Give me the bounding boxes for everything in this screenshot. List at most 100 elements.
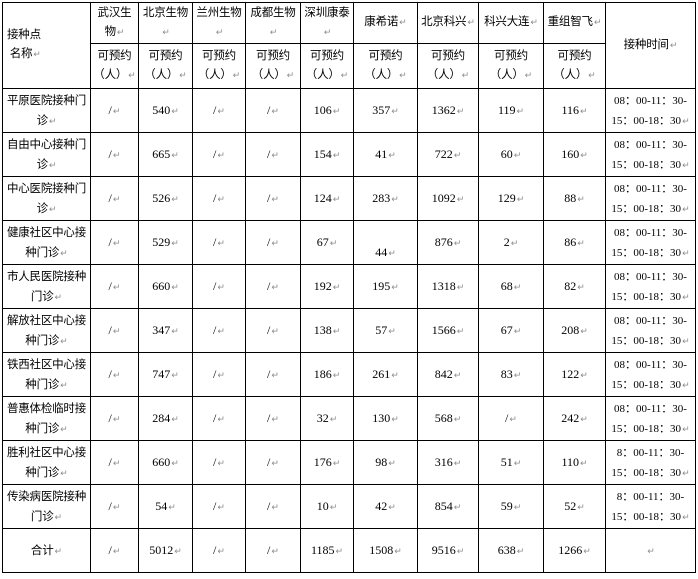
end-of-cell-mark: ↵ bbox=[112, 547, 121, 557]
end-of-cell-mark: ↵ bbox=[171, 415, 179, 425]
site-name-cell-text: 健康社区中心接 种门诊 bbox=[6, 226, 87, 259]
availability-cell-text: / bbox=[213, 499, 217, 513]
availability-cell: 2↵ bbox=[478, 220, 544, 265]
availability-cell-text: 876 bbox=[434, 235, 453, 249]
end-of-cell-mark: ↵ bbox=[391, 283, 399, 293]
availability-cell-text: / bbox=[108, 367, 112, 381]
availability-cell-text: / bbox=[108, 455, 112, 469]
end-of-cell-mark: ↵ bbox=[580, 327, 588, 337]
end-of-cell-mark: ↵ bbox=[271, 283, 279, 293]
availability-cell: 665↵ bbox=[138, 132, 193, 177]
availability-cell-text: / bbox=[267, 367, 271, 381]
end-of-cell-mark: ↵ bbox=[271, 371, 279, 381]
availability-cell: 138↵ bbox=[300, 308, 354, 353]
end-of-cell-mark: ↵ bbox=[332, 107, 341, 117]
availability-cell-text: 88 bbox=[564, 191, 577, 205]
availability-cell: /↵ bbox=[90, 352, 139, 397]
end-of-cell-mark: ↵ bbox=[168, 503, 176, 513]
availability-cell: 842↵ bbox=[417, 352, 479, 397]
availability-cell-text: 722 bbox=[434, 147, 453, 161]
end-of-cell-mark: ↵ bbox=[513, 503, 522, 513]
availability-cell-text: 261 bbox=[372, 367, 391, 381]
availability-cell-text: 60 bbox=[500, 147, 513, 161]
site-name-cell: 铁西社区中心接 种门诊↵ bbox=[2, 352, 91, 397]
availability-cell-text: / bbox=[213, 235, 217, 249]
availability-cell: 1318↵ bbox=[417, 264, 479, 309]
availability-cell-text: 68 bbox=[500, 279, 513, 293]
availability-cell-text: 526 bbox=[152, 191, 171, 205]
availability-cell-text: / bbox=[213, 455, 217, 469]
availability-cell-text: 284 bbox=[152, 411, 171, 425]
end-of-cell-mark: ↵ bbox=[286, 70, 295, 81]
end-of-cell-mark: ↵ bbox=[323, 27, 332, 38]
col-header-lanzhou-biological: 兰州生物 ↵ bbox=[192, 2, 246, 44]
availability-cell: /↵ bbox=[90, 528, 139, 573]
end-of-cell-mark: ↵ bbox=[112, 239, 121, 249]
end-of-cell-mark: ↵ bbox=[335, 547, 344, 557]
time-cell: 8：00-11：30- 15：00-18：30↵ bbox=[605, 484, 696, 529]
availability-cell: /↵ bbox=[90, 440, 139, 485]
end-of-cell-mark: ↵ bbox=[524, 70, 533, 81]
availability-cell-text: / bbox=[213, 323, 217, 337]
end-of-cell-mark: ↵ bbox=[112, 195, 121, 205]
time-cell-text: 08：00-11：30- 15：00-18：30 bbox=[611, 358, 687, 391]
end-of-cell-mark: ↵ bbox=[580, 371, 588, 381]
availability-cell: /↵ bbox=[90, 484, 139, 529]
end-of-cell-mark: ↵ bbox=[215, 27, 224, 38]
availability-cell: 529↵ bbox=[138, 220, 193, 265]
site-name-cell-text: 平原医院接种门 诊 bbox=[6, 94, 87, 127]
availability-cell: 5012↵ bbox=[138, 528, 193, 573]
availability-cell-text: 1185 bbox=[310, 543, 335, 557]
end-of-cell-mark: ↵ bbox=[453, 239, 462, 249]
table-row: 市人民医院接种 门诊↵/↵ 660↵/↵/↵ 192↵ 195↵ 1318↵ 68↵ 82↵… bbox=[2, 264, 696, 309]
availability-cell: 1185↵ bbox=[300, 528, 354, 573]
availability-cell: 32↵ bbox=[300, 396, 354, 441]
end-of-cell-mark: ↵ bbox=[456, 547, 465, 557]
availability-cell: 316↵ bbox=[417, 440, 479, 485]
end-of-cell-mark: ↵ bbox=[271, 195, 279, 205]
end-of-cell-mark: ↵ bbox=[232, 70, 241, 81]
availability-cell-text: / bbox=[108, 191, 112, 205]
subheader-bookable: 可预约 （人）↵ bbox=[300, 43, 354, 89]
availability-cell-text: 51 bbox=[500, 455, 513, 469]
site-name-cell-text: 传染病医院接种 门诊 bbox=[6, 490, 87, 523]
availability-cell: 526↵ bbox=[138, 176, 193, 221]
end-of-cell-mark: ↵ bbox=[33, 50, 41, 60]
subheader-bookable: 可预约 （人）↵ bbox=[478, 43, 544, 89]
end-of-cell-mark: ↵ bbox=[217, 459, 225, 469]
availability-cell: /↵ bbox=[245, 220, 301, 265]
availability-cell-text: / bbox=[108, 499, 112, 513]
end-of-cell-mark: ↵ bbox=[583, 547, 591, 557]
availability-cell-text: / bbox=[267, 499, 271, 513]
end-of-cell-mark: ↵ bbox=[682, 116, 690, 127]
availability-cell-text: / bbox=[108, 279, 112, 293]
subheader-bookable: 可预约 （人）↵ bbox=[90, 43, 139, 89]
end-of-cell-mark: ↵ bbox=[391, 415, 399, 425]
availability-cell: 160↵ bbox=[543, 132, 606, 177]
availability-cell: 1092↵ bbox=[417, 176, 479, 221]
availability-cell: /↵ bbox=[245, 396, 301, 441]
availability-cell: /↵ bbox=[192, 396, 246, 441]
availability-cell: 9516↵ bbox=[417, 528, 479, 573]
subheader-label: 可预约 （人） bbox=[197, 49, 236, 81]
end-of-cell-mark: ↵ bbox=[217, 547, 225, 557]
end-of-cell-mark: ↵ bbox=[112, 107, 121, 117]
availability-cell: /↵ bbox=[245, 88, 301, 133]
end-of-cell-mark: ↵ bbox=[128, 70, 136, 81]
site-name-cell-text: 自由中心接种门 诊 bbox=[6, 138, 87, 171]
time-cell: 08：00-11：30- 15：00-18：30↵ bbox=[605, 264, 696, 309]
time-cell: 08：00-11：30- 15：00-18：30↵ bbox=[605, 396, 696, 441]
end-of-cell-mark: ↵ bbox=[513, 371, 522, 381]
end-of-cell-mark: ↵ bbox=[580, 151, 588, 161]
subheader-bookable: 可预约 （人）↵ bbox=[417, 43, 479, 89]
availability-cell: 110↵ bbox=[543, 440, 606, 485]
subheader-bookable: 可预约 （人）↵ bbox=[353, 43, 418, 89]
time-cell-text: 8：00-11：30- 15：00-18：30 bbox=[611, 490, 685, 523]
availability-cell: /↵ bbox=[192, 176, 246, 221]
availability-cell-text: 129 bbox=[497, 191, 516, 205]
end-of-cell-mark: ↵ bbox=[580, 107, 588, 117]
end-of-cell-mark: ↵ bbox=[682, 160, 690, 171]
end-of-cell-mark: ↵ bbox=[682, 512, 690, 523]
column-label: 重组智飞 bbox=[547, 16, 593, 28]
